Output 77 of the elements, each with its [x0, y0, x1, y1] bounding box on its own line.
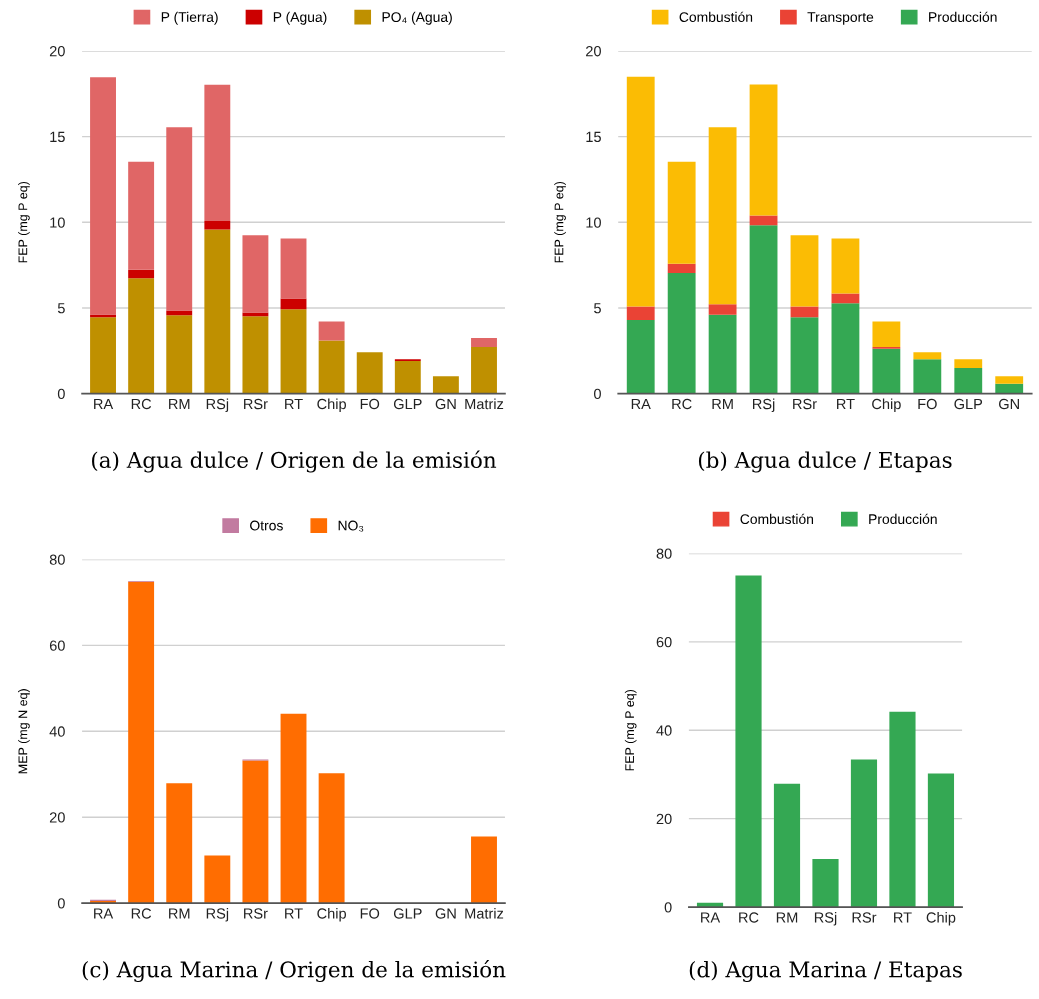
y-axis-title: FEP (mg P eq): [554, 181, 566, 263]
y-tick-label: 20: [656, 813, 672, 825]
legend-label: P (Agua): [273, 11, 327, 25]
y-tick-label: 40: [49, 726, 65, 737]
y-tick-label: 0: [57, 898, 65, 909]
x-tick-label: GLP: [393, 398, 422, 410]
x-tick-label: RT: [285, 908, 303, 919]
x-tick-label: Chip: [317, 907, 346, 922]
x-tick-label: RT: [837, 399, 855, 410]
legend-label: P (Tierra): [161, 11, 218, 25]
legend-label: Otros: [250, 520, 283, 531]
x-tick-label: RSr: [793, 398, 817, 410]
legend-label: Transporte: [807, 12, 874, 25]
x-tick-label: RSj: [206, 398, 229, 413]
x-tick-label: RM: [169, 908, 190, 919]
y-tick-label: 5: [594, 303, 601, 314]
x-tick-label: Matriz: [465, 907, 504, 919]
y-tick-label: 20: [49, 812, 65, 823]
x-tick-label: GN: [435, 398, 456, 410]
y-tick-label: 15: [586, 131, 601, 143]
y-tick-label: 0: [664, 902, 672, 913]
x-tick-label: RSj: [753, 398, 775, 413]
x-tick-label: Chip: [926, 911, 956, 926]
x-tick-label: RC: [131, 398, 152, 410]
y-axis-title: FEP (mg P eq): [624, 689, 637, 771]
y-tick-label: 10: [586, 217, 601, 228]
y-tick-label: 0: [57, 388, 65, 400]
legend-label: Combustión: [740, 513, 814, 525]
y-tick-label: 0: [594, 388, 601, 400]
y-tick-label: 20: [586, 46, 601, 57]
y-axis-title: FEP (mg P eq): [18, 181, 30, 263]
y-tick-label: 10: [50, 217, 65, 228]
x-tick-label: Chip: [317, 398, 346, 413]
text: (b) Agua dulce / Etapas: [698, 451, 952, 473]
legend-label: Producción: [869, 513, 937, 525]
x-tick-label: FO: [918, 398, 937, 410]
x-tick-label: RSr: [852, 912, 877, 923]
x-tick-label: Matriz: [465, 398, 504, 410]
x-tick-label: GLP: [393, 908, 422, 919]
x-tick-label: RM: [169, 399, 190, 410]
x-tick-label: GLP: [954, 398, 983, 410]
x-tick-label: Chip: [872, 398, 901, 413]
x-tick-label: RSr: [244, 398, 268, 410]
y-tick-label: 5: [57, 303, 65, 314]
x-tick-label: RC: [131, 908, 152, 919]
text: (d) Agua Marina / Etapas: [689, 960, 962, 983]
y-tick-label: 60: [49, 640, 65, 651]
legend-label: Combustión: [679, 11, 753, 22]
text: (a) Agua dulce / Origen de la emisión: [92, 450, 497, 473]
y-tick-label: 15: [50, 131, 65, 143]
x-tick-label: RM: [776, 912, 798, 923]
x-tick-label: GN: [999, 398, 1019, 410]
x-tick-label: RC: [672, 398, 692, 410]
x-tick-label: RA: [631, 399, 651, 410]
x-tick-label: FO: [360, 398, 380, 410]
x-tick-label: RT: [894, 912, 912, 923]
x-tick-label: RA: [94, 399, 114, 410]
x-tick-label: RM: [712, 399, 733, 410]
y-tick-label: 80: [49, 554, 65, 565]
y-tick-label: 40: [656, 725, 672, 736]
legend-label: NO₃: [338, 520, 364, 532]
y-axis-title: MEP (mg N eq): [18, 689, 30, 774]
y-tick-label: 80: [656, 548, 672, 559]
x-tick-label: RSr: [244, 908, 268, 919]
legend-label: Producción: [929, 11, 997, 22]
x-tick-label: RT: [285, 399, 303, 410]
x-tick-label: RC: [739, 912, 759, 923]
y-tick-label: 60: [656, 636, 672, 648]
x-tick-label: RSj: [814, 911, 837, 926]
x-tick-label: RA: [701, 912, 721, 923]
x-tick-label: GN: [435, 908, 456, 919]
x-tick-label: FO: [360, 908, 380, 919]
legend-label: PO₄ (Agua): [382, 11, 452, 25]
y-tick-label: 20: [49, 46, 65, 57]
x-tick-label: RA: [94, 908, 114, 919]
x-tick-label: RSj: [206, 907, 229, 922]
text: (c) Agua Marina / Origen de la emisión: [82, 960, 506, 983]
